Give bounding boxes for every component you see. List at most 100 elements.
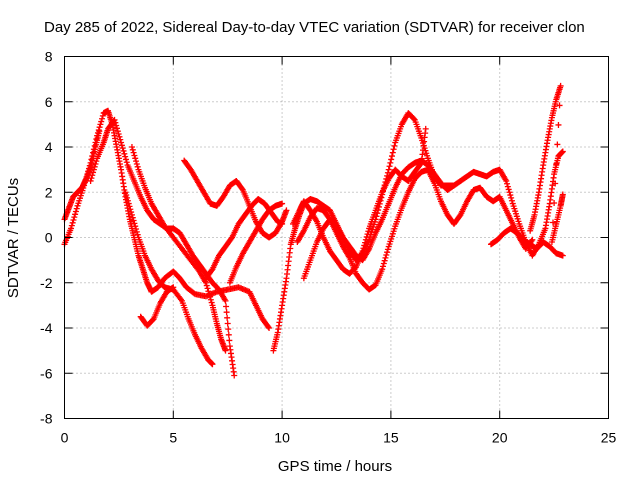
data-point	[119, 145, 126, 152]
data-point	[388, 156, 395, 163]
data-point	[113, 122, 120, 129]
data-point	[133, 226, 140, 233]
data-point	[223, 303, 230, 310]
data-point	[505, 186, 512, 193]
x-tick-label: 25	[601, 430, 617, 446]
data-point	[99, 115, 106, 122]
data-point	[387, 159, 394, 166]
x-tick-label: 20	[492, 430, 508, 446]
data-point	[225, 331, 232, 338]
data-point	[128, 211, 135, 218]
series-track-n	[527, 82, 566, 246]
data-point	[390, 146, 397, 153]
data-point	[361, 242, 368, 249]
data-point	[128, 209, 135, 216]
data-point	[266, 325, 273, 331]
data-point	[97, 121, 104, 128]
data-point	[559, 148, 566, 155]
series-track-m	[487, 225, 566, 259]
y-tick-label: 2	[45, 184, 53, 200]
x-tick-label: 15	[383, 430, 399, 446]
data-point	[226, 337, 233, 344]
data-point	[225, 326, 232, 333]
data-point	[388, 153, 395, 160]
data-point	[207, 293, 214, 300]
data-point	[204, 285, 211, 292]
data-point	[117, 136, 124, 143]
data-point	[224, 314, 231, 321]
series-track-e	[137, 284, 177, 329]
data-point	[118, 142, 125, 149]
data-point	[124, 197, 131, 204]
data-point	[129, 214, 136, 221]
data-point	[113, 125, 120, 132]
data-point	[72, 208, 79, 215]
series-track-l	[289, 125, 429, 277]
data-point	[123, 159, 130, 166]
data-point	[98, 118, 105, 125]
data-point	[554, 141, 561, 148]
data-point	[555, 121, 562, 128]
data-point	[224, 320, 231, 327]
data-point	[122, 156, 129, 163]
data-point	[231, 372, 238, 379]
data-point	[121, 150, 128, 157]
data-point	[551, 199, 558, 206]
data-point	[363, 233, 370, 240]
data-point	[203, 282, 210, 289]
data-point	[68, 222, 75, 229]
data-point	[508, 194, 515, 201]
data-point	[383, 252, 390, 259]
data-point	[133, 228, 140, 235]
data-point	[417, 160, 424, 167]
x-tick-label: 5	[169, 430, 177, 446]
data-point	[88, 175, 95, 182]
data-point	[422, 125, 429, 132]
y-axis-title: SDTVAR / TECUs	[5, 178, 22, 298]
x-tick-label: 0	[61, 430, 69, 446]
data-point	[134, 231, 141, 238]
data-point	[556, 102, 563, 109]
axis-ticks	[64, 56, 609, 419]
series-track-j	[294, 166, 536, 293]
data-point	[381, 257, 388, 264]
data-point	[360, 245, 367, 252]
data-point	[239, 185, 246, 192]
data-point	[130, 217, 137, 224]
data-point	[170, 284, 177, 291]
y-tick-label: 4	[45, 139, 53, 155]
data-point	[96, 128, 103, 135]
data-point	[129, 146, 136, 153]
series-track-d	[122, 189, 216, 368]
data-point	[557, 82, 564, 89]
data-point	[382, 254, 389, 261]
data-point	[451, 182, 458, 189]
data-point	[99, 112, 106, 119]
data-point	[118, 139, 125, 146]
data-point	[559, 191, 566, 198]
data-point	[115, 130, 122, 137]
data-point	[116, 133, 123, 140]
data-point	[389, 149, 396, 156]
x-axis-title: GPS time / hours	[278, 458, 392, 475]
data-point	[504, 180, 511, 187]
data-point	[379, 266, 386, 273]
y-tick-label: -8	[40, 411, 53, 427]
data-point	[207, 296, 214, 303]
data-point	[365, 228, 372, 235]
y-tick-label: -4	[40, 320, 53, 336]
data-point	[552, 180, 559, 187]
x-tick-label: 10	[274, 430, 290, 446]
y-tick-label: 8	[45, 49, 53, 65]
data-point	[391, 142, 398, 149]
data-point	[69, 219, 76, 226]
data-point	[364, 231, 371, 238]
data-point	[111, 116, 118, 123]
data-point	[132, 155, 139, 162]
data-marks	[61, 82, 566, 379]
series-track-k	[300, 157, 458, 282]
data-point	[222, 297, 229, 304]
data-point	[380, 260, 387, 267]
data-point	[134, 163, 141, 170]
